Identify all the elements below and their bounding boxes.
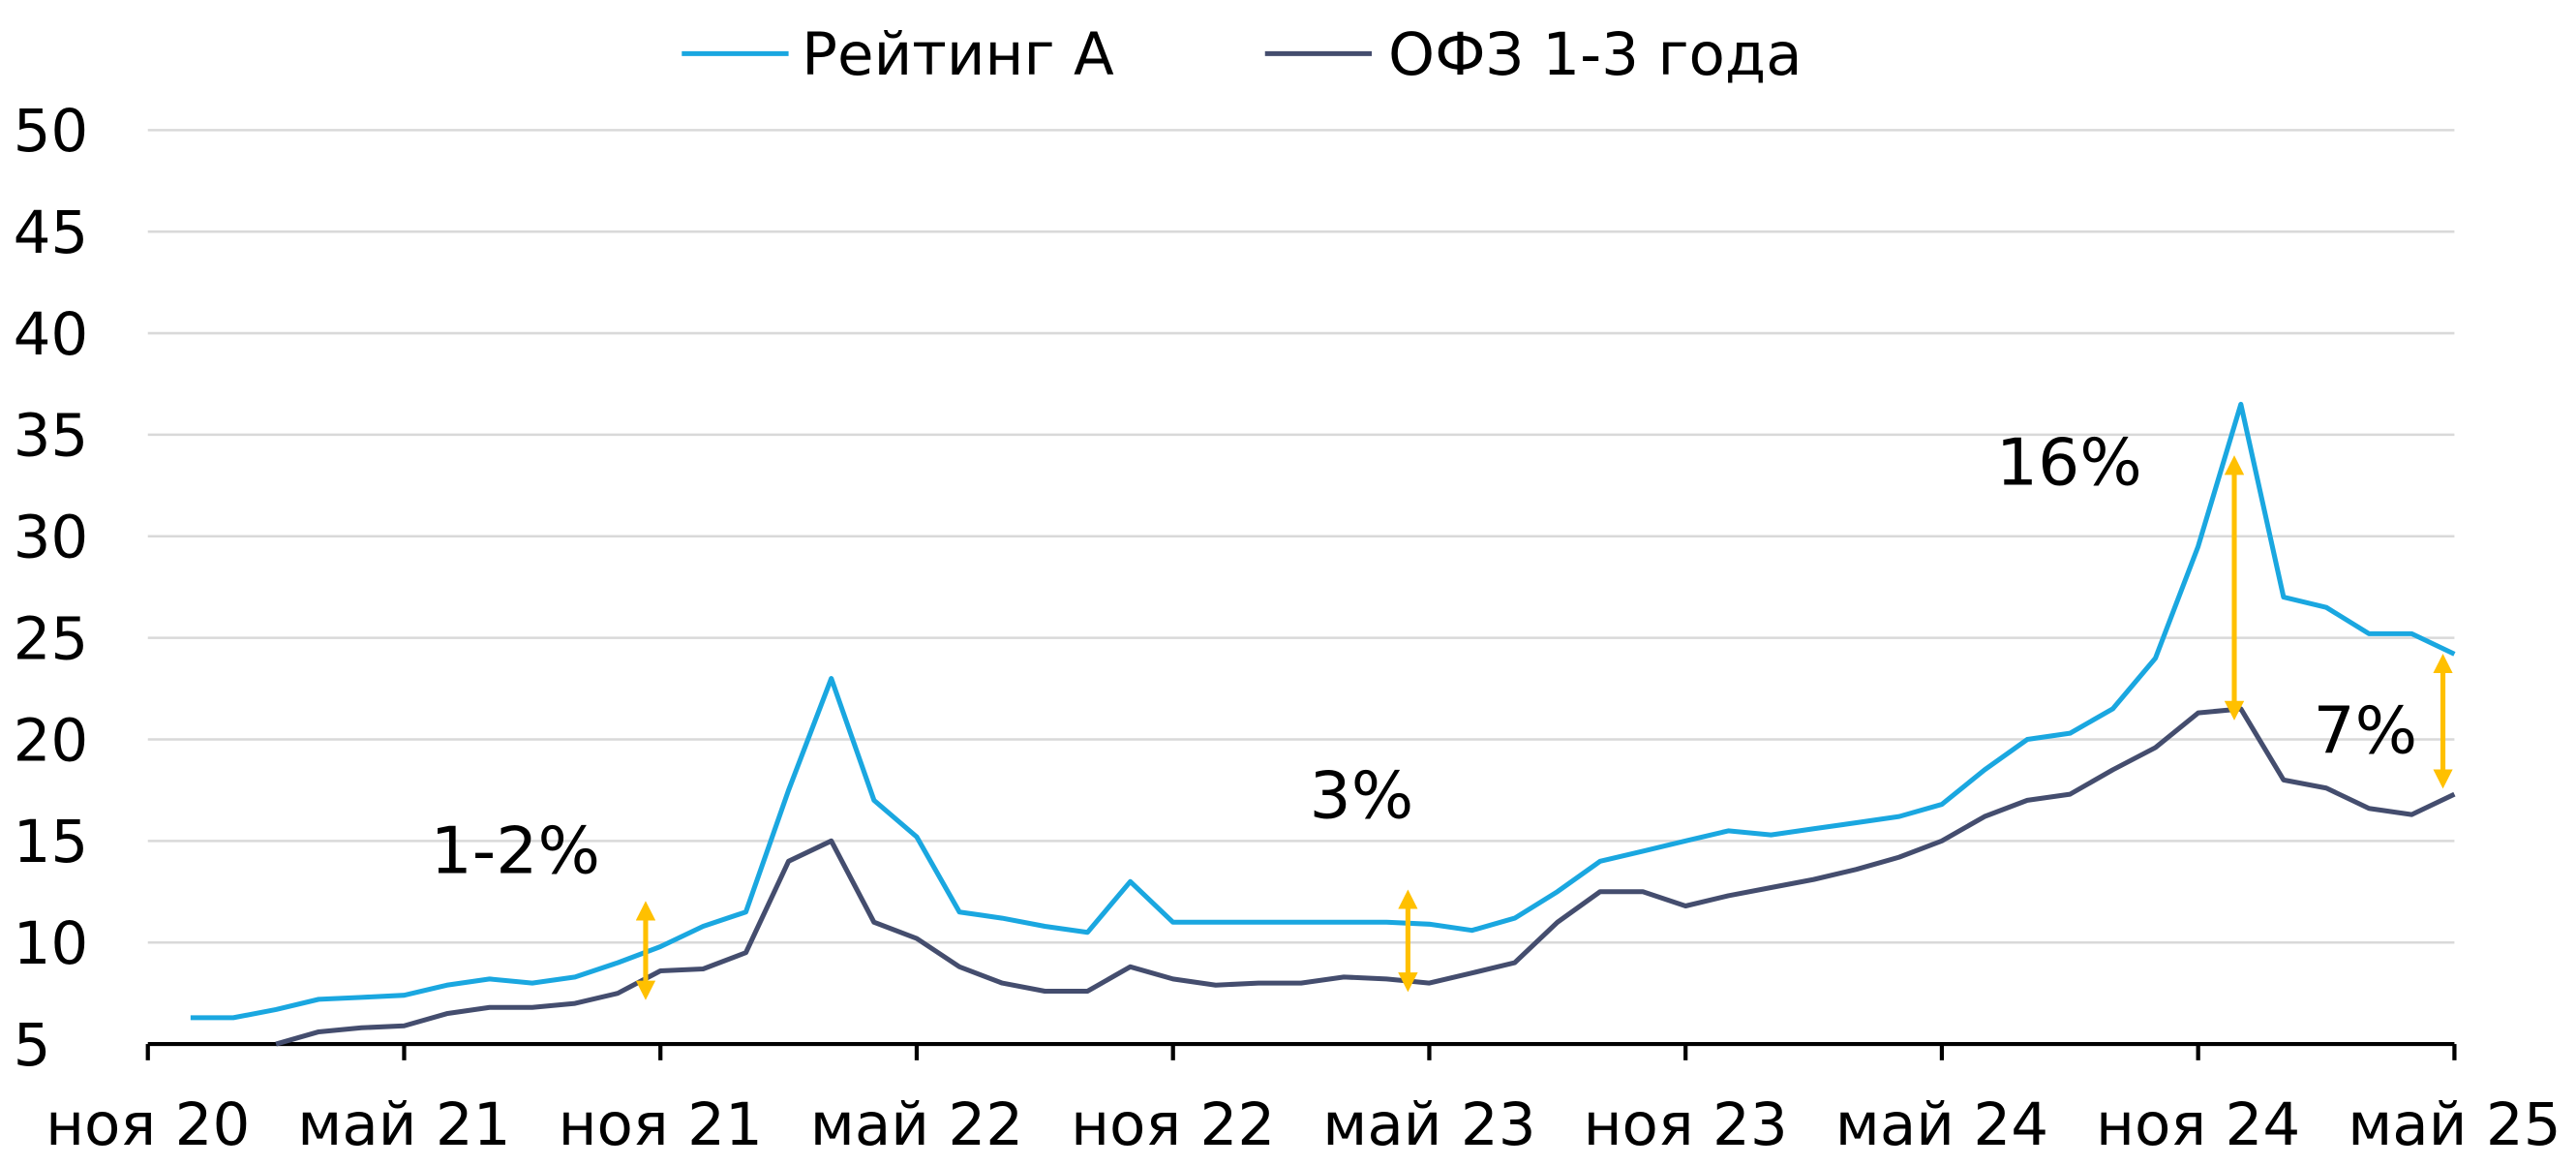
y-tick-label: 25 bbox=[14, 606, 89, 674]
legend-label: ОФЗ 1-3 года bbox=[1388, 22, 1803, 90]
x-tick-label: ноя 20 bbox=[45, 1091, 250, 1159]
legend-label: Рейтинг А bbox=[802, 22, 1114, 90]
y-tick-label: 10 bbox=[14, 910, 89, 978]
x-tick-label: май 23 bbox=[1322, 1091, 1535, 1159]
x-tick-label: ноя 24 bbox=[2096, 1091, 2300, 1159]
y-tick-label: 15 bbox=[14, 809, 89, 876]
x-tick-label: май 22 bbox=[810, 1091, 1023, 1159]
y-tick-label: 45 bbox=[14, 199, 89, 267]
x-tick-label: ноя 22 bbox=[1071, 1091, 1275, 1159]
annotation: 16% bbox=[1996, 424, 2142, 501]
annotation: 3% bbox=[1310, 757, 1414, 834]
y-tick-label: 20 bbox=[14, 708, 89, 776]
x-tick-label: май 24 bbox=[1835, 1091, 2048, 1159]
annotation: 7% bbox=[2313, 692, 2417, 769]
y-tick-label: 35 bbox=[14, 403, 89, 471]
y-tick-label: 5 bbox=[14, 1012, 51, 1080]
annotation: 1-2% bbox=[431, 813, 600, 889]
x-tick-label: ноя 21 bbox=[559, 1091, 763, 1159]
line-series bbox=[190, 401, 2456, 1021]
y-tick-label: 40 bbox=[14, 301, 89, 369]
x-tick-label: май 21 bbox=[297, 1091, 510, 1159]
y-tick-label: 30 bbox=[14, 505, 89, 572]
y-tick-label: 50 bbox=[14, 98, 89, 166]
x-tick-label: ноя 23 bbox=[1584, 1091, 1788, 1159]
x-tick-label: май 25 bbox=[2348, 1091, 2561, 1159]
